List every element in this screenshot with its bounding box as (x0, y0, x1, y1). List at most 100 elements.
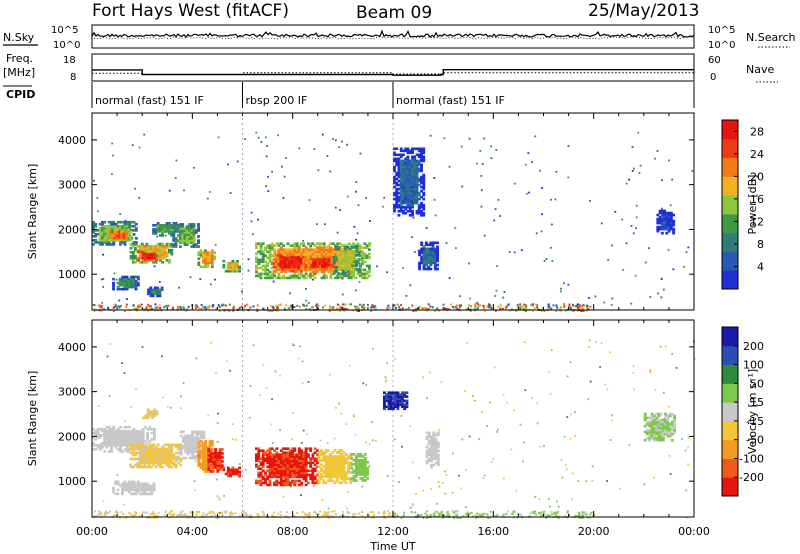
scatter-cell (394, 358, 397, 360)
data-cell (152, 484, 156, 488)
data-cell (257, 467, 261, 471)
data-cell (119, 226, 122, 230)
ground-scatter-cell (207, 306, 210, 309)
data-cell (134, 488, 138, 492)
data-cell (277, 250, 281, 254)
data-cell (350, 262, 354, 265)
data-cell (140, 242, 144, 246)
scatter-cell (102, 278, 105, 280)
data-cell (143, 445, 147, 449)
data-cell (321, 263, 324, 267)
data-cell (195, 430, 199, 434)
data-cell (165, 449, 169, 453)
scatter-cell (662, 391, 665, 394)
data-cell (395, 157, 399, 161)
data-cell (402, 199, 405, 203)
data-cell (199, 249, 203, 252)
data-cell (304, 459, 308, 463)
ground-scatter-cell (569, 307, 572, 310)
data-cell (255, 268, 258, 272)
data-cell (191, 438, 194, 442)
data-cell (284, 469, 288, 473)
data-cell (139, 256, 143, 260)
data-cell (329, 276, 333, 280)
freq-trace (92, 69, 694, 76)
data-cell (660, 225, 664, 229)
data-cell (295, 463, 299, 467)
data-cell (121, 488, 124, 492)
scatter-cell (663, 417, 666, 420)
ground-scatter-cell (593, 513, 596, 516)
data-cell (138, 447, 142, 451)
data-cell (418, 249, 421, 253)
ground-scatter-cell (407, 306, 410, 309)
data-cell (314, 261, 318, 265)
data-cell (273, 461, 276, 465)
data-cell (147, 248, 151, 252)
data-cell (130, 429, 134, 433)
data-cell (163, 451, 167, 455)
data-cell (340, 248, 344, 252)
data-cell (302, 451, 306, 455)
data-cell (422, 191, 426, 195)
data-cell (393, 207, 396, 211)
ground-scatter-cell (165, 305, 168, 307)
data-cell (129, 234, 133, 238)
ground-scatter-cell (438, 514, 440, 517)
data-cell (393, 191, 396, 195)
data-cell (125, 444, 129, 447)
data-cell (161, 228, 165, 231)
data-cell (146, 408, 150, 412)
ground-scatter-cell (473, 307, 476, 310)
data-cell (177, 457, 180, 461)
data-cell (304, 449, 308, 453)
scatter-cell (606, 388, 609, 391)
data-cell (153, 433, 156, 437)
data-cell (300, 264, 304, 268)
data-cell (408, 214, 412, 217)
data-cell (231, 267, 235, 271)
data-cell (317, 455, 321, 458)
data-cell (123, 440, 127, 443)
data-cell (433, 257, 437, 261)
scatter-cell (317, 169, 320, 172)
data-cell (134, 237, 138, 240)
data-cell (195, 440, 199, 444)
data-cell (270, 475, 274, 479)
data-cell (220, 456, 224, 459)
data-cell (273, 481, 276, 485)
ground-scatter-cell (488, 306, 490, 309)
data-cell (211, 470, 215, 473)
data-cell (429, 257, 433, 261)
data-cell (323, 261, 327, 265)
data-cell (197, 257, 201, 261)
data-cell (195, 456, 199, 460)
data-cell (153, 252, 156, 256)
scatter-cell (479, 150, 482, 152)
ground-scatter-cell (138, 305, 141, 308)
data-cell (204, 458, 207, 461)
data-cell (273, 455, 276, 459)
ground-scatter-cell (576, 306, 579, 309)
data-cell (114, 440, 118, 443)
data-cell (128, 436, 131, 439)
ground-scatter-cell (277, 512, 280, 515)
ground-scatter-cell (333, 510, 336, 513)
ground-scatter-cell (326, 514, 328, 517)
data-cell (141, 440, 145, 443)
data-cell (347, 276, 351, 280)
data-cell (404, 183, 408, 187)
data-cell (229, 267, 233, 271)
data-cell (415, 165, 419, 169)
ground-scatter-cell (450, 303, 453, 306)
data-cell (214, 464, 218, 467)
ground-scatter-cell (400, 304, 402, 307)
data-cell (286, 457, 290, 461)
data-cell (236, 265, 239, 269)
data-cell (344, 272, 347, 275)
data-cell (300, 461, 304, 465)
data-cell (275, 268, 279, 272)
data-cell (420, 185, 423, 189)
scatter-cell (465, 468, 468, 471)
data-cell (307, 250, 310, 254)
